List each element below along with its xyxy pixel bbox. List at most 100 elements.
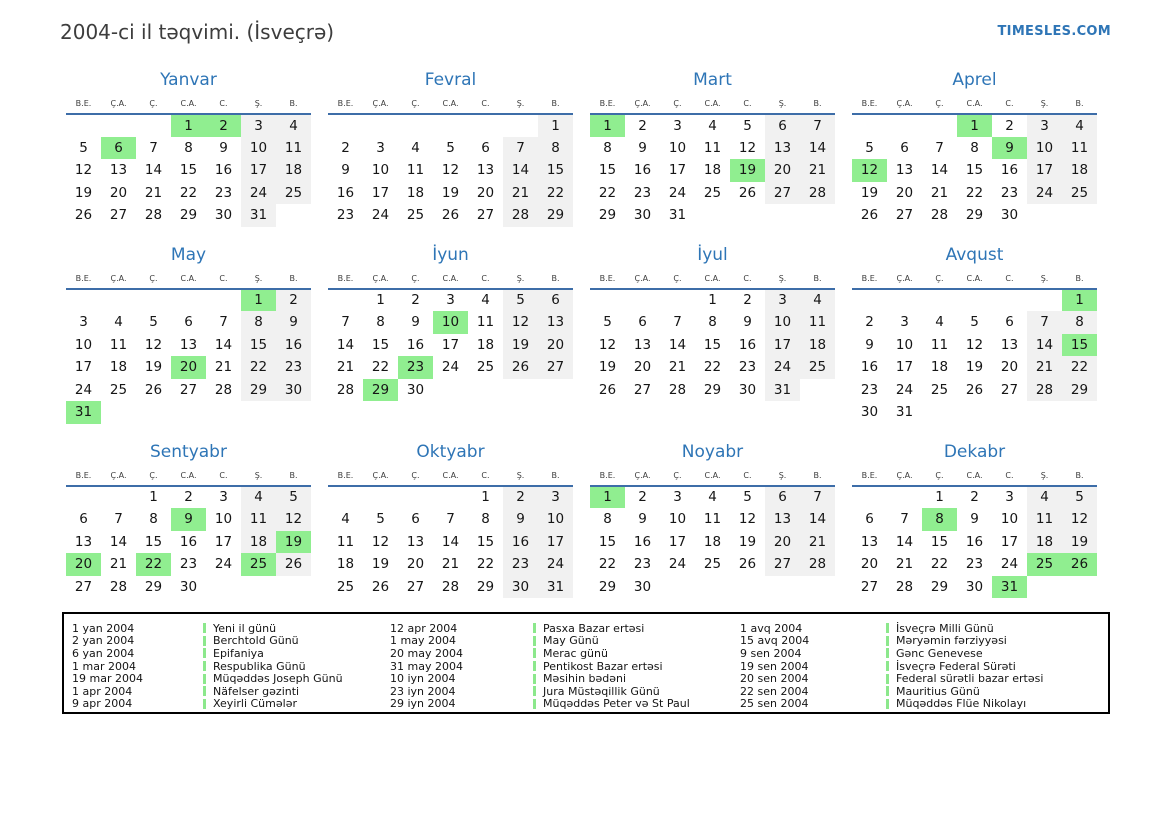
weekday-header: Ç. xyxy=(935,99,944,108)
day-cell: 22 xyxy=(179,184,198,201)
week-row: 14 15 16 17 18 19 20 xyxy=(328,333,573,356)
day-cell: 6 xyxy=(900,139,909,156)
day-cell: 23 xyxy=(738,359,757,376)
day-cell: 13 xyxy=(179,336,198,353)
day-cell: 3 xyxy=(900,314,909,331)
week-row: 1 xyxy=(852,288,1097,312)
day-cell xyxy=(433,486,468,509)
day-cell: 4 xyxy=(935,314,944,331)
week-row: 15 16 17 18 19 20 21 xyxy=(590,159,835,182)
day-cell: 5 xyxy=(376,511,385,528)
holiday-date: 20 sen 2004 xyxy=(740,672,809,686)
holiday-name: Berchtold Günü xyxy=(213,634,299,648)
day-cell: 15 xyxy=(930,533,949,550)
weekday-header: Ç.A. xyxy=(896,470,913,480)
weekday-header: Ç. xyxy=(935,273,944,283)
day-cell: 8 xyxy=(149,511,158,528)
weekday-header: B. xyxy=(551,99,560,108)
day-cell xyxy=(730,204,765,227)
day-cell: 15 xyxy=(538,159,573,182)
day-cell: 1 xyxy=(957,114,992,137)
day-cell xyxy=(1062,576,1097,599)
day-cell: 10 xyxy=(1027,136,1062,159)
day-cell xyxy=(922,289,957,312)
holiday-date: 1 mar 2004 xyxy=(72,659,136,673)
day-cell: 2 xyxy=(276,288,311,311)
day-cell: 21 xyxy=(503,181,538,204)
day-cell: 1 xyxy=(590,114,625,137)
legend-tick-icon xyxy=(886,635,889,646)
holiday-name: Merac günü xyxy=(543,646,608,660)
day-cell: 2 xyxy=(865,314,874,331)
week-row: 5 6 7 8 9 10 11 xyxy=(852,136,1097,159)
day-cell: 17 xyxy=(1000,533,1019,550)
day-cell xyxy=(992,289,1027,312)
week-row: 16 17 18 19 20 21 22 xyxy=(852,356,1097,379)
month-7: İyul B.E. Ç.A. Ç. C.A. C. Ş. B. 1 2 3 4 5 6 7 8 9 10 11 12 1… xyxy=(590,244,835,401)
weekday-header: C. xyxy=(743,470,752,480)
holiday-date: 2 yan 2004 xyxy=(72,634,135,648)
holiday-name: Pasxa Bazar ertəsi xyxy=(543,621,645,635)
day-cell: 24 xyxy=(765,356,800,379)
day-cell: 2 xyxy=(341,139,350,156)
day-cell: 12 xyxy=(144,336,163,353)
day-cell xyxy=(957,401,992,424)
week-row: 23 24 25 26 27 28 29 xyxy=(328,204,573,227)
day-cell: 4 xyxy=(276,114,311,137)
day-cell: 31 xyxy=(895,404,914,421)
weekday-header: Ç. xyxy=(673,99,682,108)
day-cell: 10 xyxy=(668,139,687,156)
day-cell: 22 xyxy=(1062,356,1097,379)
holiday-date: 12 apr 2004 xyxy=(390,621,458,635)
day-cell: 22 xyxy=(598,184,617,201)
legend-item: 23 iyn 2004 Jura Müstəqillik Günü xyxy=(390,685,690,698)
day-cell: 13 xyxy=(538,311,573,334)
day-cell: 21 xyxy=(214,359,233,376)
weekday-header: Ş. xyxy=(778,273,787,283)
day-cell: 24 xyxy=(668,556,687,573)
day-cell: 25 xyxy=(1027,553,1062,576)
legend-tick-icon xyxy=(886,623,889,634)
day-cell: 28 xyxy=(214,381,233,398)
holiday-date: 10 iyn 2004 xyxy=(390,672,456,686)
months-grid: Yanvar B.E. Ç.A. Ç. C.A. C. Ş. B. 1 2 3 4 5 6 7 8 9 10 11 1… xyxy=(66,72,1097,598)
holiday-name: Məsihin bədəni xyxy=(543,672,627,686)
day-cell: 6 xyxy=(184,314,193,331)
weekday-header-row-inner: B.E. Ç.A. Ç. C.A. C. Ş. B. xyxy=(66,471,311,486)
month-table: B.E. Ç.A. Ç. C.A. C. Ş. B. 1 2 3 4 5 6 7 8 9 10 11 12 13 14 1… xyxy=(66,99,311,227)
day-cell: 9 xyxy=(219,139,228,156)
weekday-header: B. xyxy=(551,470,560,480)
week-row: 8 9 10 11 12 13 14 xyxy=(590,136,835,159)
day-cell: 16 xyxy=(1000,162,1019,179)
holiday-date: 19 sen 2004 xyxy=(740,659,809,673)
week-row: 26 27 28 29 30 xyxy=(852,204,1097,227)
week-row: 9 10 11 12 13 14 15 xyxy=(328,159,573,182)
day-cell: 30 xyxy=(633,207,652,224)
day-cell: 7 xyxy=(800,114,835,137)
weekday-header: Ç.A. xyxy=(634,273,651,283)
site-link[interactable]: TIMESLES.COM xyxy=(997,24,1111,39)
day-cell: 28 xyxy=(109,578,128,595)
day-cell: 19 xyxy=(598,359,617,376)
day-cell: 10 xyxy=(241,136,276,159)
day-cell xyxy=(433,379,468,402)
day-cell: 13 xyxy=(109,162,128,179)
day-cell: 13 xyxy=(406,533,425,550)
month-body: 1 2 3 4 5 6 7 8 9 10 11 12 13 14 15 16 17 18 19 20 21 22 23 24 2… xyxy=(590,288,835,401)
day-cell: 19 xyxy=(441,184,460,201)
day-cell: 14 xyxy=(109,533,128,550)
day-cell: 29 xyxy=(1062,378,1097,401)
day-cell: 29 xyxy=(538,204,573,227)
holiday-name: Müqəddəs Flüe Nikolayı xyxy=(896,697,1027,711)
weekday-header: B.E. xyxy=(75,470,92,480)
day-cell xyxy=(171,289,206,312)
day-cell: 18 xyxy=(276,159,311,182)
day-cell: 3 xyxy=(765,288,800,311)
day-cell: 29 xyxy=(965,207,984,224)
day-cell: 15 xyxy=(598,162,617,179)
week-row: 6 7 8 9 10 11 12 xyxy=(66,508,311,531)
legend-item: 9 sen 2004 Gənc Genevese xyxy=(740,647,1043,660)
legend-item: 31 may 2004 Pentikost Bazar ertəsi xyxy=(390,660,690,673)
month-name: İyul xyxy=(697,244,728,265)
